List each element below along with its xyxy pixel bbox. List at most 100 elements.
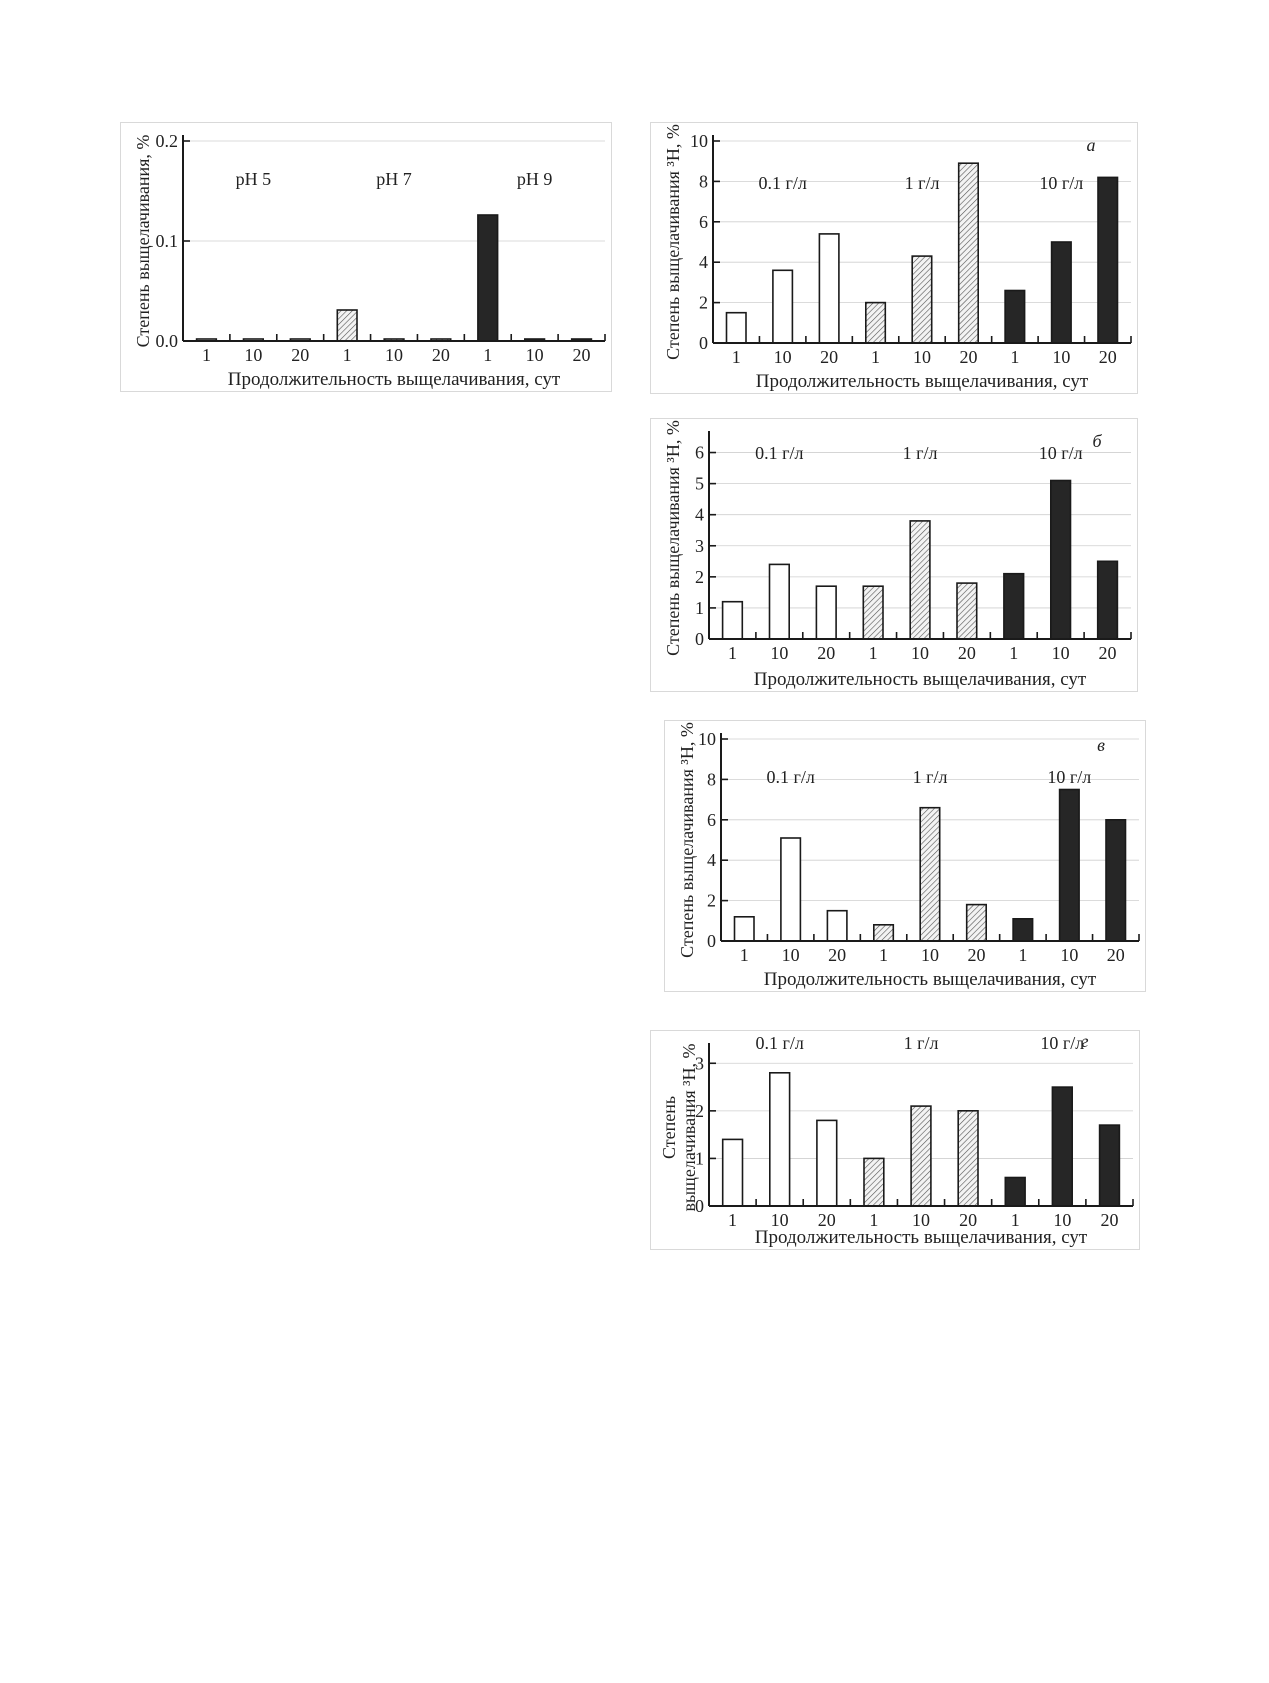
x-tick-label: 10 [1052,347,1070,367]
bar-hatched-6 [965,903,988,942]
bar-hatched-4 [873,924,895,942]
chart-panel-b: 0 1 2 3 4 5 6 1 10 20 1 10 20 1 10 20 0.1 г/л 1 г/л 10 г/л… [650,418,1138,692]
y-tick-label: 0 [699,333,708,353]
x-tick-label: 20 [573,345,591,365]
bar-dark-7 [1004,289,1026,344]
bar-dark-9 [1096,560,1119,640]
x-tick-label: 20 [967,945,985,965]
group-label: 0.1 г/л [758,173,806,193]
x-tick-label: 1 [343,345,352,365]
bar-open-3 [815,585,837,640]
x-tick-label: 20 [1099,643,1117,663]
x-tick-label: 10 [1060,945,1078,965]
bar-open-3 [818,233,840,344]
y-tick-label: 3 [695,536,704,556]
y-tick-label: 0.2 [156,131,179,151]
x-axis-title: Продолжительность выщелачивания, сут [764,969,1097,990]
x-tick-label: 20 [817,643,835,663]
chart-v-tritium-leaching: 0 2 4 6 8 10 1 10 20 1 10 20 1 10 20 0.1 г/л 1 г/л 10 г/л… [677,722,1140,990]
x-tick-label: 20 [959,347,977,367]
bar-hatched-5 [909,520,931,640]
x-axis-title: Продолжительность выщелачивания, сут [754,669,1087,690]
bar-open-1 [725,311,747,344]
y-tick-label: 2 [695,1101,704,1121]
chart-panel-g: 0 1 2 3 1 10 20 1 10 20 1 10 20 0.1 г/л 1 г/л 10 г/л г Ст… [650,1030,1140,1250]
group-label: 0.1 г/л [766,767,814,787]
group-label: 1 г/л [903,443,938,463]
bar-dark-9 [1097,176,1119,344]
x-tick-label: 10 [912,1210,930,1230]
group-label: 1 г/л [905,173,940,193]
bar-dark-9 [1105,819,1127,942]
x-tick-label: 1 [728,643,737,663]
bar-hatched-5 [910,1105,932,1207]
x-tick-label: 20 [828,945,846,965]
x-tick-label: 1 [483,345,492,365]
y-tick-label: 4 [707,850,716,870]
x-tick-label: 1 [869,1210,878,1230]
x-tick-label: 10 [774,347,792,367]
x-tick-label: 1 [1018,945,1027,965]
y-axis-title: Степень [659,1096,679,1159]
chart-panel-v: 0 2 4 6 8 10 1 10 20 1 10 20 1 10 20 0.1 г/л 1 г/л 10 г/л… [664,720,1146,992]
x-tick-label: 20 [959,1210,977,1230]
chart-panel-ph: 0.0 0.1 0.2 1 10 20 1 10 20 1 10 20 pH 5 pH 7 pH 9 Степ… [120,122,612,392]
x-tick-label: 1 [740,945,749,965]
bar-hatched-4 [863,1157,885,1207]
bar-hatched-4 [865,301,887,344]
x-tick-label: 10 [770,643,788,663]
bar-open-2 [772,269,794,344]
y-axis-title: выщелачивания ³H, % [679,1043,699,1211]
chart-a-tritium-leaching: 0 2 4 6 8 10 1 10 20 1 10 20 1 10 20 0.1 г/л 1 г/л 10 г/л… [663,124,1132,392]
x-tick-label: 10 [771,1210,789,1230]
group-label: pH 9 [517,169,553,189]
y-tick-label: 6 [699,212,708,232]
x-tick-label: 1 [202,345,211,365]
y-tick-label: 1 [695,1148,704,1168]
group-label: 1 г/л [913,767,948,787]
group-label: 10 г/л [1047,767,1091,787]
x-tick-label: 1 [871,347,880,367]
bar-dark-8 [1051,1086,1073,1207]
x-tick-label: 20 [1100,1210,1118,1230]
y-tick-label: 10 [698,729,716,749]
x-tick-label: 20 [820,347,838,367]
y-tick-label: 8 [699,171,708,191]
bar-open-2 [768,563,791,640]
group-label: 0.1 г/л [755,1033,803,1053]
x-tick-label: 1 [1009,643,1018,663]
y-tick-label: 0.0 [156,331,179,351]
y-tick-label: 4 [695,505,704,525]
bar-dark-7 [477,214,499,342]
bar-hatched-5 [911,255,933,344]
x-tick-label: 1 [879,945,888,965]
x-tick-label: 10 [782,945,800,965]
x-axis-title: Продолжительность выщелачивания, сут [228,369,561,390]
y-tick-label: 0.1 [156,231,179,251]
y-tick-label: 2 [707,891,716,911]
y-axis-title: Степень выщелачивания, % [133,135,153,348]
y-axis-title: Степень выщелачивания ³H, % [677,722,697,958]
bar-hatched-4 [336,309,358,342]
y-tick-label: 0 [695,1196,704,1216]
bar-dark-7 [1004,1176,1026,1207]
bar-dark-7 [1003,572,1025,640]
x-axis-title: Продолжительность выщелачивания, сут [755,1227,1088,1248]
chart-g-tritium-leaching: 0 1 2 3 1 10 20 1 10 20 1 10 20 0.1 г/л 1 г/л 10 г/лг Ст… [659,1031,1134,1248]
x-tick-label: 10 [1053,1210,1071,1230]
group-label: 10 г/л [1039,443,1083,463]
x-tick-label: 1 [732,347,741,367]
x-tick-label: 10 [385,345,403,365]
x-tick-label: 1 [1011,1210,1020,1230]
bar-open-2 [780,837,802,942]
y-tick-label: 6 [707,810,716,830]
y-axis-title: Степень выщелачивания ³H, % [663,124,683,360]
bar-open-1 [721,1138,744,1207]
y-tick-label: 2 [699,293,708,313]
group-label: 0.1 г/л [755,443,803,463]
y-tick-label: 2 [695,567,704,587]
chart-b-tritium-leaching: 0 1 2 3 4 5 6 1 10 20 1 10 20 1 10 20 0.1 г/л 1 г/л 10 г/л… [663,420,1132,690]
x-tick-label: 20 [818,1210,836,1230]
bar-open-2 [769,1071,791,1207]
y-tick-label: 6 [695,443,704,463]
